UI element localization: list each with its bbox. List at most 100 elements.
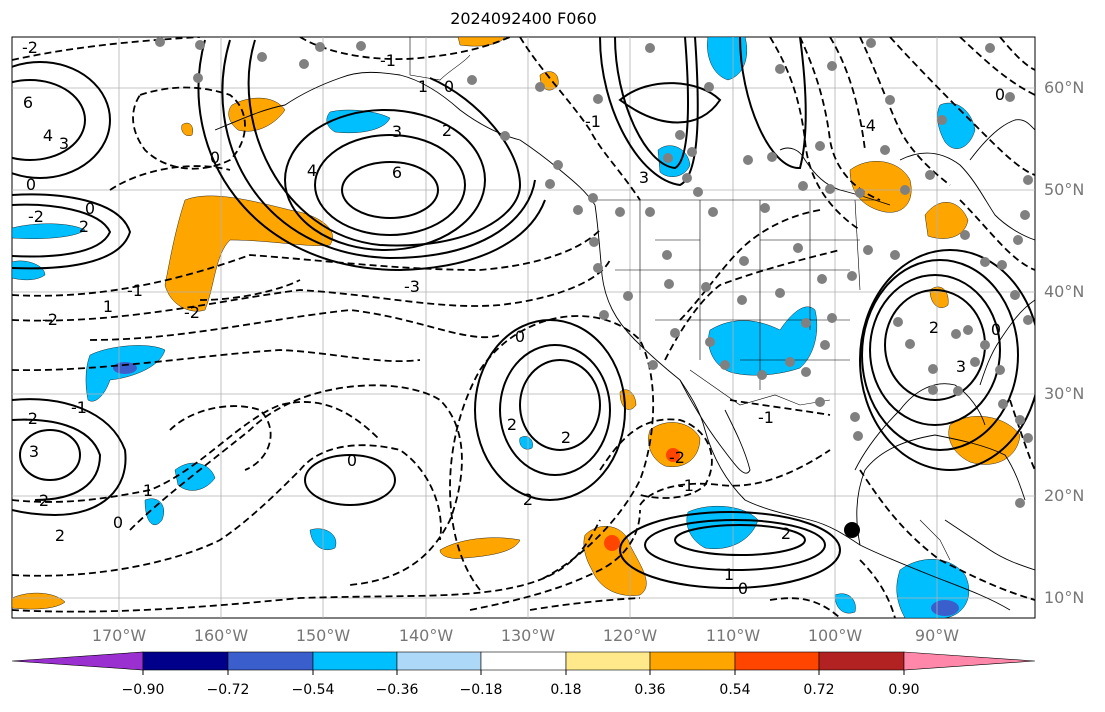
longitude-label: 90°W — [914, 626, 960, 645]
colorbar-bin — [227, 651, 314, 671]
longitude-label: 120°W — [602, 626, 658, 645]
contour-label: 0 — [85, 199, 95, 218]
contour-label: -2 — [28, 207, 44, 226]
contour-label: 2 — [442, 121, 452, 140]
negative-anomaly-patch — [12, 223, 86, 239]
colorbar-tick-label: −0.72 — [206, 682, 250, 698]
negative-anomaly-patch — [12, 260, 46, 281]
contour-label: 1 — [418, 77, 428, 96]
latitude-label: 60°N — [1044, 78, 1085, 97]
contour-label: 2 — [39, 491, 49, 510]
strong-negative-anomaly — [931, 600, 959, 616]
positive-anomaly-patch — [583, 526, 647, 596]
colorbar-bin — [649, 651, 736, 671]
latitude-label: 50°N — [1044, 180, 1085, 199]
contour-label: 6 — [23, 93, 33, 112]
contour-label: 0 — [991, 320, 1001, 339]
colorbar-tick-label: −0.18 — [459, 682, 503, 698]
contour-label: -1 — [127, 281, 143, 300]
latitude-label: 10°N — [1044, 588, 1085, 607]
observation-stations — [155, 37, 1033, 508]
longitude-label: 160°W — [193, 626, 249, 645]
strong-positive-anomaly — [604, 535, 620, 551]
contour-label: 0 — [210, 148, 220, 167]
negative-anomaly-patch — [834, 593, 856, 614]
contour-label: 0 — [444, 77, 454, 96]
contour-label: 3 — [639, 168, 649, 187]
contour-label: 2 — [523, 490, 533, 509]
contour-label: -4 — [860, 116, 876, 135]
contour-label: 2 — [781, 524, 791, 543]
contour-label: 2 — [507, 415, 517, 434]
colorbar-bin — [396, 651, 482, 671]
contour-label: 0 — [26, 175, 36, 194]
contour-label: 2 — [929, 318, 939, 337]
colorbar-bin — [818, 651, 905, 671]
longitude-label: 150°W — [295, 626, 351, 645]
negative-anomaly-patch — [686, 506, 759, 549]
negative-anomaly-patch — [519, 436, 533, 450]
contour-label: 3 — [956, 357, 966, 376]
longitude-label: 170°W — [91, 626, 147, 645]
contour-label: 4 — [43, 126, 53, 145]
contour-label: 6 — [392, 163, 402, 182]
longitude-label: 130°W — [500, 626, 556, 645]
colorbar-tick-label: 0.90 — [888, 682, 920, 698]
positive-anomaly-patch — [924, 202, 969, 239]
positive-anomaly-patch — [164, 195, 333, 312]
contour-label: -2 — [22, 409, 38, 428]
contour-label: 2 — [561, 428, 571, 447]
contour-label: -2 — [22, 38, 38, 57]
latitude-label: 30°N — [1044, 384, 1085, 403]
colorbar-tick-label: −0.90 — [121, 682, 165, 698]
contour-label: 1 — [724, 565, 734, 584]
contour-label: -1 — [758, 408, 774, 427]
latitude-label: 40°N — [1044, 282, 1085, 301]
contour-label: 1 — [143, 481, 153, 500]
figure-title: 2024092400 F060 — [450, 9, 597, 28]
colorbar-tick-label: 0.18 — [550, 682, 582, 698]
colorbar-tick-label: 0.72 — [803, 682, 835, 698]
contour-label: -2 — [669, 448, 685, 467]
contour-label: -1 — [678, 476, 694, 495]
colorbar-bin — [480, 651, 567, 671]
positive-anomaly-patch — [12, 592, 66, 610]
contour-label: 2 — [79, 217, 89, 236]
contour-label: 0 — [113, 513, 123, 532]
longitude-label: 140°W — [398, 626, 454, 645]
colorbar-bin — [142, 651, 229, 671]
contour-labels: -2 -1 0 6 4 3 2 0 3 6 4 0 -2 0 2 1 -1 -2… — [22, 38, 1005, 598]
positive-anomaly-patch — [849, 161, 912, 213]
colorbar-overflow — [903, 651, 1036, 671]
colorbar-tick-label: −0.36 — [375, 682, 419, 698]
latitude-label: 20°N — [1044, 486, 1085, 505]
longitude-label: 110°W — [705, 626, 761, 645]
contour-label: -2 — [42, 310, 58, 329]
colorbar-tick-label: 0.54 — [719, 682, 751, 698]
contour-label: 0 — [995, 85, 1005, 104]
contour-label: 4 — [307, 161, 317, 180]
positive-anomaly-patch — [181, 122, 193, 136]
colorbar-bin — [312, 651, 398, 671]
negative-anomaly-patch — [144, 498, 164, 525]
contour-label: 3 — [392, 122, 402, 141]
contour-label: -2 — [184, 303, 200, 322]
colorbar-tick-label: 0.36 — [634, 682, 666, 698]
colorbar-underflow — [11, 651, 144, 671]
contour-label: 0 — [738, 579, 748, 598]
positive-anomaly-patch — [439, 537, 521, 559]
colorbar-bin — [734, 651, 820, 671]
contour-label: -1 — [585, 112, 601, 131]
contour-label: 2 — [55, 526, 65, 545]
negative-anomaly-patch — [707, 37, 748, 81]
dashed-contours — [12, 37, 1035, 618]
graticule — [12, 37, 1035, 618]
anomaly-shading — [12, 37, 1021, 618]
colorbar-bin — [565, 651, 651, 671]
contour-label: 3 — [29, 442, 39, 461]
positive-anomaly-patch — [228, 97, 286, 132]
station-marker — [844, 522, 860, 538]
contour-label: 1 — [103, 297, 113, 316]
political-borders — [409, 37, 951, 561]
